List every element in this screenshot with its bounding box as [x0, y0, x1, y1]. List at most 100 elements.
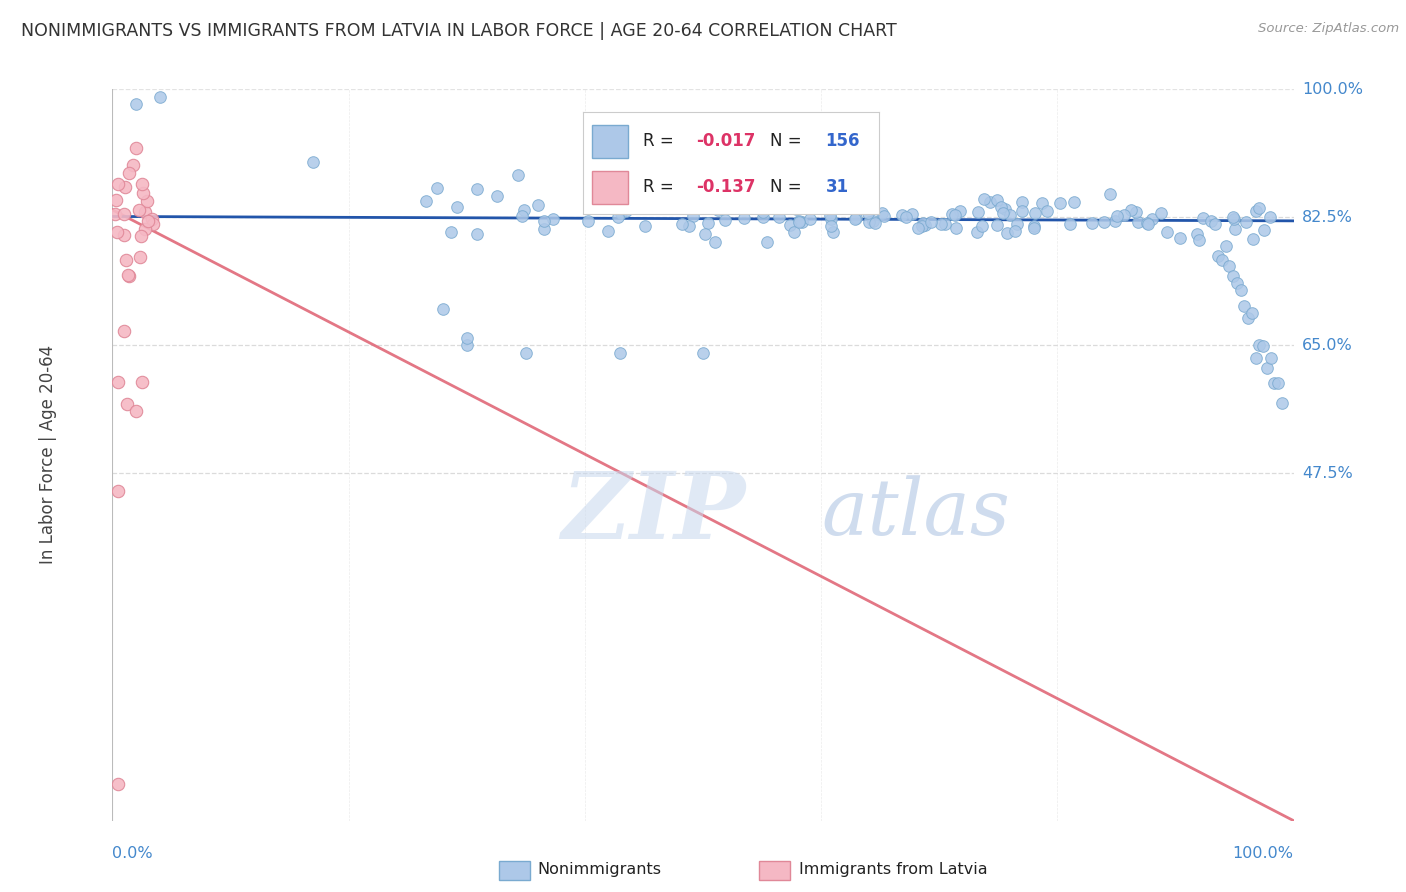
- Point: [1237, 310, 1260, 325]
- Point: [1126, 215, 1149, 229]
- Point: [1247, 201, 1270, 215]
- Point: [1011, 203, 1033, 218]
- Point: [1022, 221, 1045, 235]
- Point: [1204, 217, 1226, 231]
- Text: 156: 156: [825, 132, 860, 150]
- Text: 31: 31: [825, 178, 849, 196]
- Point: [141, 211, 163, 226]
- Text: 100.0%: 100.0%: [1233, 846, 1294, 861]
- Point: [107, 777, 129, 791]
- Text: R =: R =: [643, 178, 679, 196]
- Point: [1063, 194, 1085, 209]
- Point: [818, 208, 841, 222]
- Point: [105, 194, 128, 208]
- Point: [136, 194, 159, 209]
- Point: [697, 216, 720, 230]
- Point: [134, 204, 156, 219]
- Point: [446, 200, 468, 214]
- Point: [943, 208, 966, 222]
- Text: NONIMMIGRANTS VS IMMIGRANTS FROM LATVIA IN LABOR FORCE | AGE 20-64 CORRELATION C: NONIMMIGRANTS VS IMMIGRANTS FROM LATVIA …: [21, 22, 897, 40]
- Point: [105, 226, 128, 240]
- Point: [1011, 195, 1033, 210]
- Text: Source: ZipAtlas.com: Source: ZipAtlas.com: [1258, 22, 1399, 36]
- Point: [945, 221, 967, 235]
- Point: [1192, 211, 1215, 225]
- Point: [994, 202, 1017, 216]
- Point: [900, 207, 922, 221]
- Point: [1150, 206, 1173, 220]
- Point: [515, 345, 537, 359]
- Point: [678, 219, 700, 234]
- Point: [1005, 217, 1028, 231]
- Point: [823, 225, 845, 239]
- Point: [1222, 210, 1244, 224]
- Text: In Labor Force | Age 20-64: In Labor Force | Age 20-64: [38, 345, 56, 565]
- Text: 82.5%: 82.5%: [1302, 210, 1353, 225]
- Point: [748, 193, 770, 207]
- Point: [131, 229, 153, 244]
- Text: N =: N =: [769, 178, 807, 196]
- Point: [1223, 211, 1246, 226]
- Point: [820, 219, 842, 233]
- Text: 100.0%: 100.0%: [1302, 82, 1362, 96]
- Point: [1256, 360, 1278, 375]
- Point: [1260, 351, 1282, 365]
- Point: [128, 250, 150, 264]
- Point: [856, 206, 879, 220]
- Point: [682, 209, 704, 223]
- Point: [1263, 376, 1285, 390]
- Point: [142, 218, 165, 232]
- Point: [1049, 196, 1071, 211]
- Point: [107, 484, 129, 499]
- Point: [1218, 260, 1240, 274]
- Point: [506, 168, 529, 182]
- Point: [890, 208, 912, 222]
- Point: [107, 375, 129, 389]
- Point: [799, 212, 821, 227]
- Point: [112, 206, 135, 220]
- Point: [966, 225, 988, 239]
- Point: [432, 301, 454, 316]
- Point: [934, 217, 956, 231]
- Point: [1223, 221, 1246, 235]
- Point: [782, 225, 804, 239]
- Point: [1199, 214, 1222, 228]
- FancyBboxPatch shape: [592, 125, 627, 158]
- Point: [134, 222, 156, 236]
- Point: [125, 141, 148, 155]
- Point: [1222, 268, 1244, 283]
- Point: [118, 269, 141, 284]
- Point: [752, 211, 775, 225]
- Point: [609, 345, 631, 359]
- Point: [1125, 205, 1147, 219]
- Point: [714, 213, 737, 227]
- Point: [707, 203, 730, 218]
- Point: [456, 338, 478, 352]
- Point: [676, 185, 699, 199]
- Point: [998, 208, 1021, 222]
- Point: [510, 209, 533, 223]
- Point: [114, 180, 136, 194]
- Point: [911, 219, 934, 234]
- Point: [914, 218, 936, 232]
- Point: [790, 215, 813, 229]
- Point: [820, 212, 842, 227]
- Point: [132, 186, 155, 201]
- Point: [1215, 239, 1237, 253]
- Point: [873, 210, 896, 224]
- Point: [858, 215, 880, 229]
- Point: [533, 222, 555, 236]
- Point: [787, 215, 810, 229]
- Point: [1104, 214, 1126, 228]
- Text: Nonimmigrants: Nonimmigrants: [537, 863, 661, 877]
- Point: [1233, 299, 1256, 313]
- Point: [1267, 376, 1289, 390]
- Text: -0.137: -0.137: [696, 178, 755, 196]
- Point: [465, 181, 488, 195]
- Point: [733, 211, 755, 226]
- Point: [1156, 225, 1178, 239]
- Point: [703, 235, 725, 249]
- Text: 0.0%: 0.0%: [112, 846, 153, 861]
- Point: [118, 166, 141, 180]
- FancyBboxPatch shape: [592, 171, 627, 204]
